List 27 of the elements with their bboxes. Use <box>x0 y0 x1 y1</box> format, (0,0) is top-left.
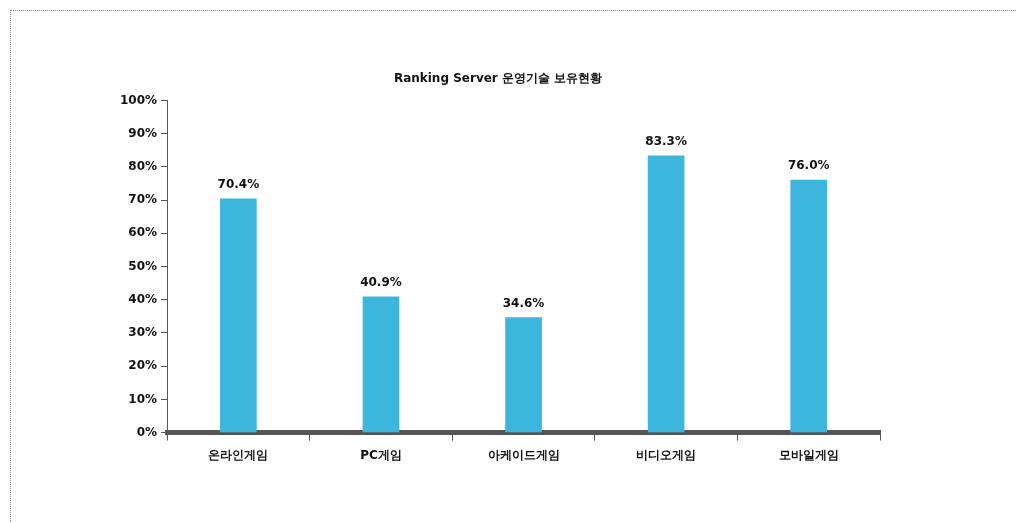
chart-title: Ranking Server 운영기술 보유현황 <box>393 71 603 86</box>
y-tick-label: 40% <box>128 291 158 306</box>
y-tick-label: 100% <box>119 92 158 107</box>
x-tick-label: 모바일게임 <box>778 447 839 462</box>
y-tick-label: 80% <box>128 158 158 173</box>
y-tick-label: 70% <box>128 192 158 207</box>
x-tick-label: PC게임 <box>360 447 402 462</box>
x-tick-label: 아케이드게임 <box>487 447 560 462</box>
y-tick-label: 60% <box>128 225 158 240</box>
data-label: 34.6% <box>502 295 545 310</box>
x-tick-label: 비디오게임 <box>636 447 697 462</box>
y-tick-label: 30% <box>128 325 158 340</box>
data-label: 40.9% <box>360 274 402 289</box>
data-label: 70.4% <box>217 176 260 191</box>
y-tick-label: 90% <box>128 125 158 140</box>
x-tick-label: 온라인게임 <box>208 447 269 462</box>
bar <box>505 317 542 433</box>
data-label: 76.0% <box>787 158 830 173</box>
y-tick-label: 20% <box>128 358 158 373</box>
bar <box>220 198 257 433</box>
bar <box>790 179 828 433</box>
y-tick-label: 10% <box>128 391 158 406</box>
bar <box>647 155 685 433</box>
bar <box>362 296 400 433</box>
y-tick-label: 0% <box>136 424 158 439</box>
data-label: 83.3% <box>645 134 687 148</box>
y-tick-label: 50% <box>128 258 158 273</box>
